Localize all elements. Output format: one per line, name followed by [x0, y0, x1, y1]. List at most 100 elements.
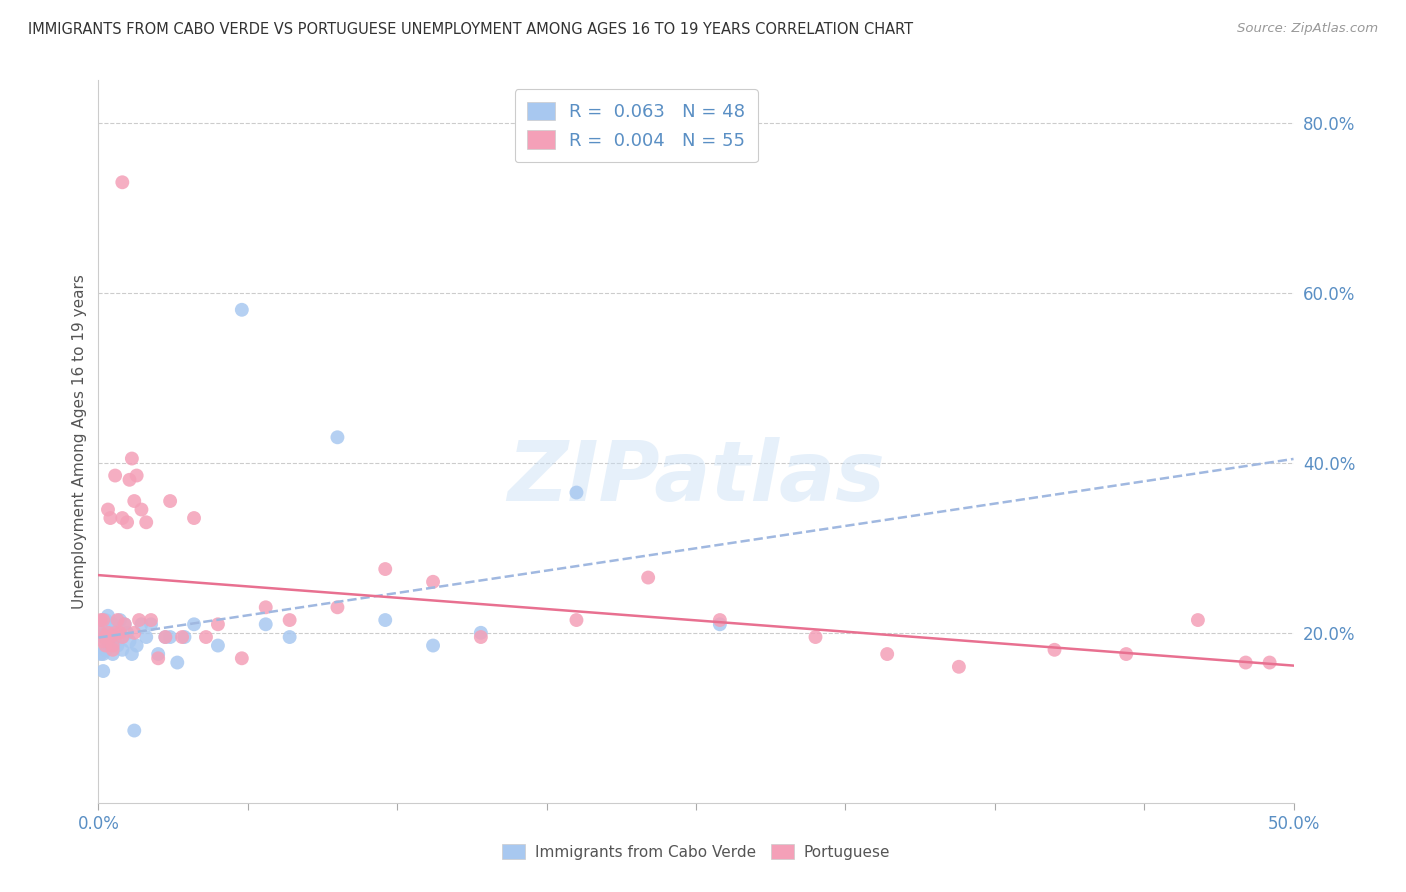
- Point: [98, 639, 122, 653]
- Point: [124, 625, 146, 640]
- Point: [709, 613, 731, 627]
- Point: [118, 473, 141, 487]
- Point: [91, 630, 114, 644]
- Point: [207, 617, 229, 632]
- Point: [114, 617, 136, 632]
- Point: [131, 617, 153, 632]
- Point: [115, 625, 138, 640]
- Point: [97, 502, 120, 516]
- Point: [637, 570, 659, 584]
- Point: [173, 630, 195, 644]
- Point: [98, 511, 122, 525]
- Point: [135, 516, 157, 530]
- Point: [115, 516, 138, 530]
- Y-axis label: Unemployment Among Ages 16 to 19 years: Unemployment Among Ages 16 to 19 years: [72, 274, 87, 609]
- Point: [172, 630, 194, 644]
- Point: [183, 617, 205, 632]
- Point: [565, 485, 588, 500]
- Point: [124, 723, 146, 738]
- Point: [104, 634, 127, 648]
- Point: [139, 617, 162, 632]
- Point: [183, 511, 205, 525]
- Text: Source: ZipAtlas.com: Source: ZipAtlas.com: [1237, 22, 1378, 36]
- Point: [104, 625, 127, 640]
- Point: [1043, 642, 1066, 657]
- Point: [97, 625, 120, 640]
- Point: [94, 630, 117, 644]
- Point: [148, 651, 170, 665]
- Point: [101, 642, 124, 657]
- Point: [111, 511, 134, 525]
- Point: [231, 302, 253, 317]
- Point: [107, 613, 129, 627]
- Point: [121, 647, 143, 661]
- Point: [90, 647, 112, 661]
- Point: [101, 647, 124, 661]
- Point: [98, 622, 122, 636]
- Point: [565, 613, 588, 627]
- Point: [278, 630, 301, 644]
- Point: [139, 613, 162, 627]
- Point: [1115, 647, 1137, 661]
- Point: [207, 639, 229, 653]
- Point: [90, 625, 112, 640]
- Point: [231, 651, 253, 665]
- Point: [804, 630, 827, 644]
- Point: [111, 630, 134, 644]
- Point: [155, 630, 177, 644]
- Point: [91, 647, 114, 661]
- Point: [104, 625, 127, 640]
- Point: [118, 634, 141, 648]
- Point: [128, 613, 150, 627]
- Point: [166, 656, 188, 670]
- Point: [135, 630, 157, 644]
- Point: [125, 639, 148, 653]
- Point: [90, 617, 112, 632]
- Point: [374, 562, 396, 576]
- Point: [1258, 656, 1281, 670]
- Point: [1187, 613, 1209, 627]
- Point: [94, 625, 117, 640]
- Point: [121, 451, 143, 466]
- Point: [470, 630, 492, 644]
- Point: [104, 468, 127, 483]
- Point: [1234, 656, 1257, 670]
- Point: [90, 613, 112, 627]
- Point: [97, 634, 120, 648]
- Point: [876, 647, 898, 661]
- Point: [94, 639, 117, 653]
- Point: [155, 630, 177, 644]
- Text: IMMIGRANTS FROM CABO VERDE VS PORTUGUESE UNEMPLOYMENT AMONG AGES 16 TO 19 YEARS : IMMIGRANTS FROM CABO VERDE VS PORTUGUESE…: [28, 22, 914, 37]
- Point: [101, 639, 124, 653]
- Point: [91, 613, 114, 627]
- Point: [326, 430, 349, 444]
- Point: [254, 617, 277, 632]
- Point: [98, 630, 122, 644]
- Point: [159, 494, 181, 508]
- Point: [148, 647, 170, 661]
- Point: [195, 630, 218, 644]
- Point: [107, 639, 129, 653]
- Point: [98, 630, 122, 644]
- Point: [422, 574, 444, 589]
- Point: [114, 617, 136, 632]
- Point: [470, 625, 492, 640]
- Point: [278, 613, 301, 627]
- Legend: Immigrants from Cabo Verde, Portuguese: Immigrants from Cabo Verde, Portuguese: [495, 836, 897, 867]
- Point: [91, 613, 114, 627]
- Point: [948, 660, 970, 674]
- Point: [131, 502, 153, 516]
- Text: ZIPatlas: ZIPatlas: [508, 437, 884, 518]
- Point: [709, 617, 731, 632]
- Point: [101, 617, 124, 632]
- Point: [108, 613, 131, 627]
- Point: [159, 630, 181, 644]
- Point: [94, 613, 117, 627]
- Point: [91, 664, 114, 678]
- Point: [125, 468, 148, 483]
- Point: [91, 634, 114, 648]
- Point: [326, 600, 349, 615]
- Point: [124, 494, 146, 508]
- Point: [111, 175, 134, 189]
- Point: [111, 630, 134, 644]
